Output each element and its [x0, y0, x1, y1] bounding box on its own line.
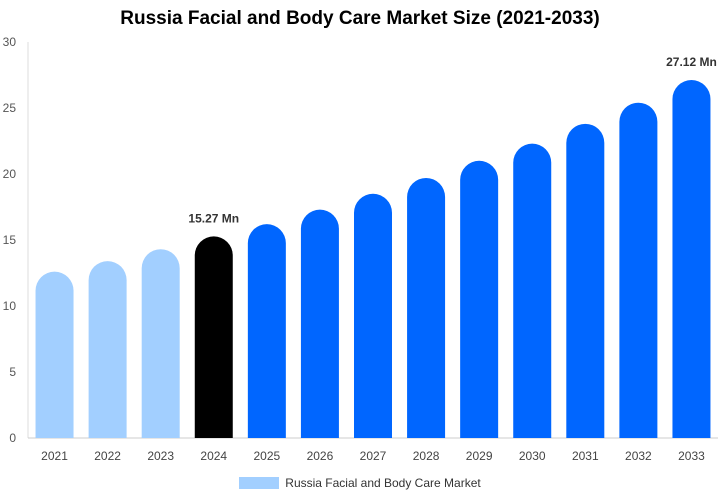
- x-tick-label: 2030: [519, 449, 546, 463]
- x-tick-label: 2021: [41, 449, 68, 463]
- y-tick-label: 30: [3, 35, 17, 49]
- legend-label[interactable]: Russia Facial and Body Care Market: [285, 476, 481, 490]
- y-tick-label: 0: [9, 431, 16, 445]
- data-label: 27.12 Mn: [666, 55, 717, 69]
- chart-title: Russia Facial and Body Care Market Size …: [120, 8, 600, 29]
- x-tick-label: 2033: [678, 449, 705, 463]
- y-tick-label: 5: [9, 365, 16, 379]
- bar-2029: [460, 160, 499, 438]
- bar-2025: [247, 224, 286, 438]
- x-tick-label: 2026: [307, 449, 334, 463]
- x-tick-label: 2032: [625, 449, 652, 463]
- x-tick-label: 2025: [253, 449, 280, 463]
- data-label: 15.27 Mn: [188, 211, 239, 225]
- bar-2032: [619, 102, 658, 438]
- legend: Russia Facial and Body Care Market: [0, 476, 720, 490]
- x-tick-label: 2023: [147, 449, 174, 463]
- bar-2033: [672, 80, 711, 439]
- bar-2024: [194, 236, 233, 438]
- legend-swatch: [239, 477, 280, 489]
- bar-2027: [354, 193, 392, 438]
- x-tick-label: 2029: [466, 449, 493, 463]
- y-tick-label: 15: [3, 233, 17, 247]
- x-tick-label: 2028: [413, 449, 440, 463]
- bar-2022: [88, 261, 127, 438]
- bar-2021: [35, 271, 74, 438]
- y-tick-label: 10: [3, 299, 17, 313]
- x-tick-label: 2031: [572, 449, 599, 463]
- y-tick-label: 25: [3, 101, 17, 115]
- y-tick-label: 20: [3, 167, 17, 181]
- bar-2030: [513, 143, 552, 438]
- bar-2026: [300, 209, 339, 438]
- bar-2031: [566, 123, 605, 438]
- bar-2023: [141, 249, 180, 438]
- x-tick-label: 2027: [360, 449, 387, 463]
- x-tick-label: 2024: [200, 449, 227, 463]
- x-tick-label: 2022: [94, 449, 121, 463]
- bar-2028: [407, 177, 446, 438]
